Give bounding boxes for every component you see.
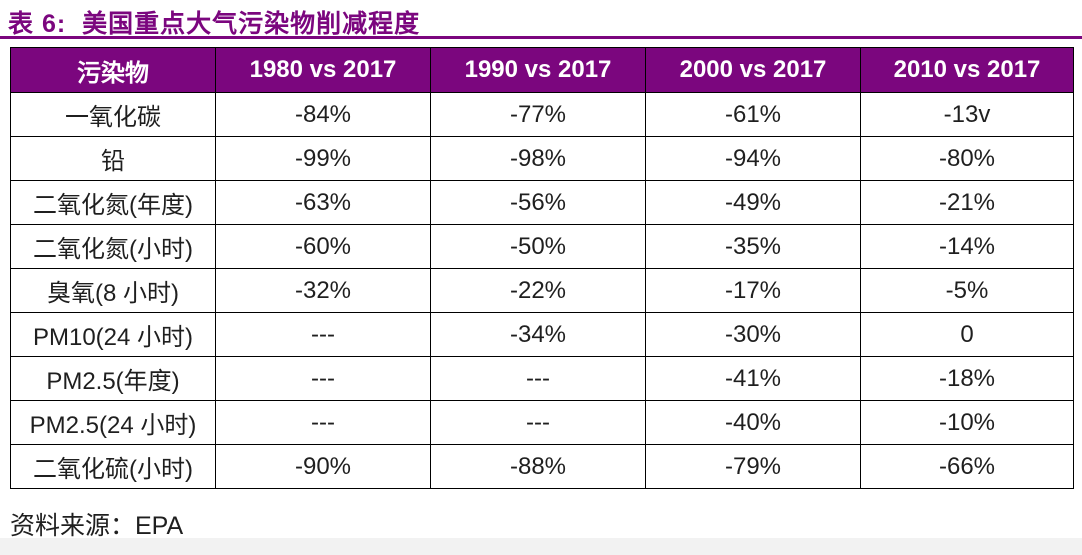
table-title: 表 6: 美国重点大气污染物削减程度 xyxy=(8,10,421,38)
value-cell: -5% xyxy=(860,268,1074,313)
value-cell: -14% xyxy=(860,224,1074,269)
table-row: 二氧化硫(小时) -90% -88% -79% -66% xyxy=(10,444,1074,489)
value-cell: -60% xyxy=(215,224,431,269)
value-cell: --- xyxy=(430,400,646,445)
value-cell: -98% xyxy=(430,136,646,181)
value-cell: -99% xyxy=(215,136,431,181)
value-cell: -10% xyxy=(860,400,1074,445)
column-header-2000-vs-2017: 2000 vs 2017 xyxy=(645,47,861,93)
pollutant-cell: PM2.5(24 小时) xyxy=(10,400,216,445)
value-cell: -66% xyxy=(860,444,1074,489)
value-cell: -34% xyxy=(430,312,646,357)
value-cell: -21% xyxy=(860,180,1074,225)
source-note: 资料来源：EPA xyxy=(10,512,184,540)
value-cell: --- xyxy=(215,400,431,445)
value-cell: -30% xyxy=(645,312,861,357)
value-cell: -79% xyxy=(645,444,861,489)
table-row: 二氧化氮(年度) -63% -56% -49% -21% xyxy=(10,180,1074,225)
value-cell: 0 xyxy=(860,312,1074,357)
table-row: 二氧化氮(小时) -60% -50% -35% -14% xyxy=(10,224,1074,269)
pollutant-cell: PM2.5(年度) xyxy=(10,356,216,401)
pollutant-cell: 铅 xyxy=(10,136,216,181)
table-header-row: 污染物 1980 vs 2017 1990 vs 2017 2000 vs 20… xyxy=(10,47,1074,93)
value-cell: --- xyxy=(430,356,646,401)
value-cell: -32% xyxy=(215,268,431,313)
pollutant-reduction-table: 污染物 1980 vs 2017 1990 vs 2017 2000 vs 20… xyxy=(10,47,1074,489)
table-row: 铅 -99% -98% -94% -80% xyxy=(10,136,1074,181)
value-cell: -84% xyxy=(215,92,431,137)
value-cell: -88% xyxy=(430,444,646,489)
value-cell: -40% xyxy=(645,400,861,445)
value-cell: -35% xyxy=(645,224,861,269)
value-cell: -22% xyxy=(430,268,646,313)
value-cell: --- xyxy=(215,356,431,401)
column-header-2010-vs-2017: 2010 vs 2017 xyxy=(860,47,1074,93)
pollutant-cell: 臭氧(8 小时) xyxy=(10,268,216,313)
value-cell: -17% xyxy=(645,268,861,313)
table-row: 一氧化碳 -84% -77% -61% -13v xyxy=(10,92,1074,137)
value-cell: -90% xyxy=(215,444,431,489)
column-header-1980-vs-2017: 1980 vs 2017 xyxy=(215,47,431,93)
value-cell: -94% xyxy=(645,136,861,181)
value-cell: -77% xyxy=(430,92,646,137)
page-bottom-band xyxy=(0,538,1082,555)
column-header-pollutant: 污染物 xyxy=(10,47,216,93)
value-cell: -13v xyxy=(860,92,1074,137)
value-cell: -41% xyxy=(645,356,861,401)
title-rule-divider xyxy=(0,36,1082,39)
table-row: PM2.5(年度) --- --- -41% -18% xyxy=(10,356,1074,401)
pollutant-cell: 一氧化碳 xyxy=(10,92,216,137)
value-cell: --- xyxy=(215,312,431,357)
pollutant-cell: 二氧化氮(年度) xyxy=(10,180,216,225)
table-row: PM2.5(24 小时) --- --- -40% -10% xyxy=(10,400,1074,445)
value-cell: -80% xyxy=(860,136,1074,181)
value-cell: -61% xyxy=(645,92,861,137)
value-cell: -56% xyxy=(430,180,646,225)
table-row: PM10(24 小时) --- -34% -30% 0 xyxy=(10,312,1074,357)
value-cell: -49% xyxy=(645,180,861,225)
pollutant-cell: 二氧化硫(小时) xyxy=(10,444,216,489)
value-cell: -18% xyxy=(860,356,1074,401)
value-cell: -63% xyxy=(215,180,431,225)
value-cell: -50% xyxy=(430,224,646,269)
pollutant-cell: PM10(24 小时) xyxy=(10,312,216,357)
pollutant-cell: 二氧化氮(小时) xyxy=(10,224,216,269)
table-row: 臭氧(8 小时) -32% -22% -17% -5% xyxy=(10,268,1074,313)
column-header-1990-vs-2017: 1990 vs 2017 xyxy=(430,47,646,93)
